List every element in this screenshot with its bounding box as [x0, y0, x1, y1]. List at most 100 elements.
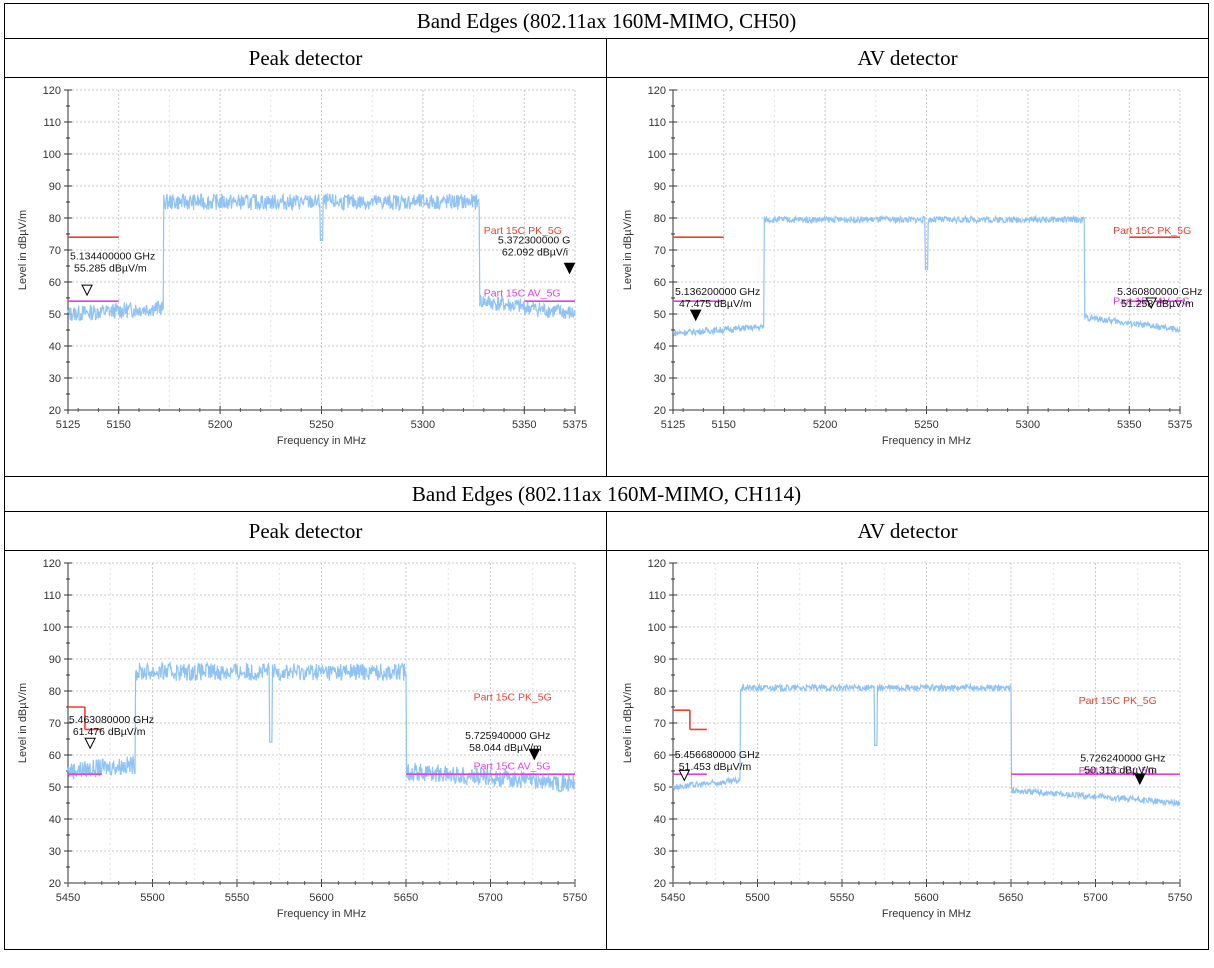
y-tick-label: 120 — [43, 558, 61, 570]
x-tick-label: 5650 — [394, 892, 418, 904]
marker-2-level: 50.313 dBµV/m — [1084, 764, 1157, 776]
y-tick-label: 40 — [49, 814, 61, 826]
x-tick-label: 5300 — [1016, 419, 1040, 431]
marker-2-level: 62.092 dBµV/i — [502, 247, 568, 259]
av-limit-label: Part 15C AV_5G — [484, 287, 561, 299]
x-axis-label: Frequency in MHz — [882, 435, 971, 447]
pk-limit-label: Part 15C PK_5G — [484, 225, 562, 237]
x-tick-label: 5550 — [830, 892, 854, 904]
y-axis-label: Level in dBµV/m — [622, 683, 634, 763]
y-tick-label: 100 — [43, 622, 61, 634]
x-tick-label: 5650 — [999, 892, 1023, 904]
av-plot-cell-ch50: 20 30 40 50 60 70 80 90 100 110 120 5125 5150 5200 525… — [606, 77, 1209, 477]
chart1-grid — [673, 89, 1181, 410]
x-axis-label: Frequency in MHz — [882, 908, 971, 920]
peak-plot-cell-ch50: 20 30 40 50 60 70 80 90 100 110 120 5125 5150 5200 525… — [4, 77, 607, 477]
y-tick-label: 20 — [654, 405, 666, 417]
pk-limit-label: Part 15C PK_5G — [474, 692, 552, 704]
y-tick-label: 20 — [49, 405, 61, 417]
x-tick-label: 5375 — [1168, 419, 1192, 431]
x-tick-label: 5200 — [813, 419, 837, 431]
y-tick-label: 100 — [648, 622, 666, 634]
y-tick-label: 20 — [49, 878, 61, 890]
y-tick-label: 50 — [49, 782, 61, 794]
marker-1-frequency: 5.456680000 GHz — [675, 749, 760, 761]
y-tick-label: 30 — [49, 846, 61, 858]
y-tick-label: 60 — [654, 277, 666, 289]
section-title-ch50: Band Edges (802.11ax 160M-MIMO, CH50) — [4, 3, 1209, 39]
marker-1-level: 51.453 dBµV/m — [679, 761, 752, 773]
av-detector-header-ch114: AV detector — [606, 511, 1209, 551]
x-tick-label: 5125 — [661, 419, 685, 431]
peak-detector-header-ch114: Peak detector — [4, 511, 607, 551]
marker-2-frequency: 5.725940000 GHz — [465, 730, 550, 742]
marker-1-level: 47.475 dBµV/m — [679, 298, 752, 310]
x-tick-label: 5350 — [512, 419, 536, 431]
x-tick-label: 5150 — [106, 419, 130, 431]
y-tick-label: 50 — [654, 309, 666, 321]
spectrum-trace — [672, 682, 1181, 808]
x-tick-label: 5300 — [411, 419, 435, 431]
y-tick-label: 90 — [654, 181, 666, 193]
y-tick-label: 120 — [43, 85, 61, 97]
marker-1-level: 55.285 dBµV/m — [74, 263, 147, 275]
y-tick-label: 70 — [654, 245, 666, 257]
chart0-grid — [68, 89, 576, 410]
peak-chart-ch114: 20 30 40 50 60 70 80 90 100 110 120 5450 5500 5550 560… — [17, 558, 587, 920]
marker-1 — [689, 309, 702, 322]
y-tick-label: 60 — [654, 750, 666, 762]
marker-2 — [528, 748, 541, 761]
y-tick-label: 30 — [654, 846, 666, 858]
x-tick-label: 5250 — [914, 419, 938, 431]
x-tick-label: 5500 — [745, 892, 769, 904]
av-detector-header-ch50: AV detector — [606, 38, 1209, 78]
marker-2-frequency: 5.360800000 GHz — [1117, 286, 1202, 298]
y-tick-label: 110 — [648, 117, 666, 129]
spectrum-trace — [672, 214, 1181, 337]
y-tick-label: 90 — [49, 654, 61, 666]
x-tick-label: 5600 — [309, 892, 333, 904]
x-tick-label: 5200 — [208, 419, 232, 431]
x-tick-label: 5350 — [1117, 419, 1141, 431]
spectrum-trace — [67, 660, 576, 794]
marker-2 — [1134, 773, 1146, 786]
y-tick-label: 50 — [654, 782, 666, 794]
x-tick-label: 5450 — [661, 892, 685, 904]
x-tick-label: 5500 — [140, 892, 164, 904]
y-tick-label: 80 — [654, 686, 666, 698]
pk-limit-label: Part 15C PK_5G — [1079, 695, 1157, 707]
y-tick-label: 120 — [648, 85, 666, 97]
marker-1-frequency: 5.134400000 GHz — [70, 251, 155, 263]
x-tick-label: 5750 — [1168, 892, 1192, 904]
y-tick-label: 80 — [49, 686, 61, 698]
x-tick-label: 5700 — [478, 892, 502, 904]
marker-1 — [678, 769, 691, 782]
marker-1-frequency: 5.136200000 GHz — [675, 286, 760, 298]
y-tick-label: 60 — [49, 277, 61, 289]
av-chart-ch114: 20 30 40 50 60 70 80 90 100 110 120 5450 5500 5550 560… — [622, 558, 1192, 920]
marker-1-level: 61.476 dBµV/m — [73, 726, 146, 738]
marker-2-frequency: 5.372300000 G — [498, 235, 570, 247]
peak-detector-header-ch50: Peak detector — [4, 38, 607, 78]
y-tick-label: 110 — [43, 117, 61, 129]
pk-limit-label: Part 15C PK_5G — [1113, 225, 1191, 237]
x-tick-label: 5125 — [56, 419, 80, 431]
y-tick-label: 40 — [49, 341, 61, 353]
marker-2 — [563, 262, 576, 275]
marker-2-level: 58.044 dBµV/m — [469, 742, 542, 754]
av-plot-cell-ch114: 20 30 40 50 60 70 80 90 100 110 120 5450 5500 5550 560… — [606, 550, 1209, 950]
section-title-ch114: Band Edges (802.11ax 160M-MIMO, CH114) — [4, 476, 1209, 512]
y-tick-label: 50 — [49, 309, 61, 321]
y-tick-label: 90 — [654, 654, 666, 666]
y-tick-label: 70 — [49, 245, 61, 257]
marker-1 — [81, 284, 93, 297]
y-tick-label: 30 — [654, 373, 666, 385]
y-tick-label: 110 — [648, 590, 666, 602]
av-chart-ch50: 20 30 40 50 60 70 80 90 100 110 120 5125 5150 5200 525… — [622, 85, 1202, 447]
y-tick-label: 80 — [49, 213, 61, 225]
x-axis-label: Frequency in MHz — [277, 908, 366, 920]
x-tick-label: 5375 — [563, 419, 587, 431]
x-tick-label: 5150 — [711, 419, 735, 431]
av-limit-label: Part 15C AV_5G — [474, 760, 551, 772]
y-tick-label: 100 — [648, 149, 666, 161]
